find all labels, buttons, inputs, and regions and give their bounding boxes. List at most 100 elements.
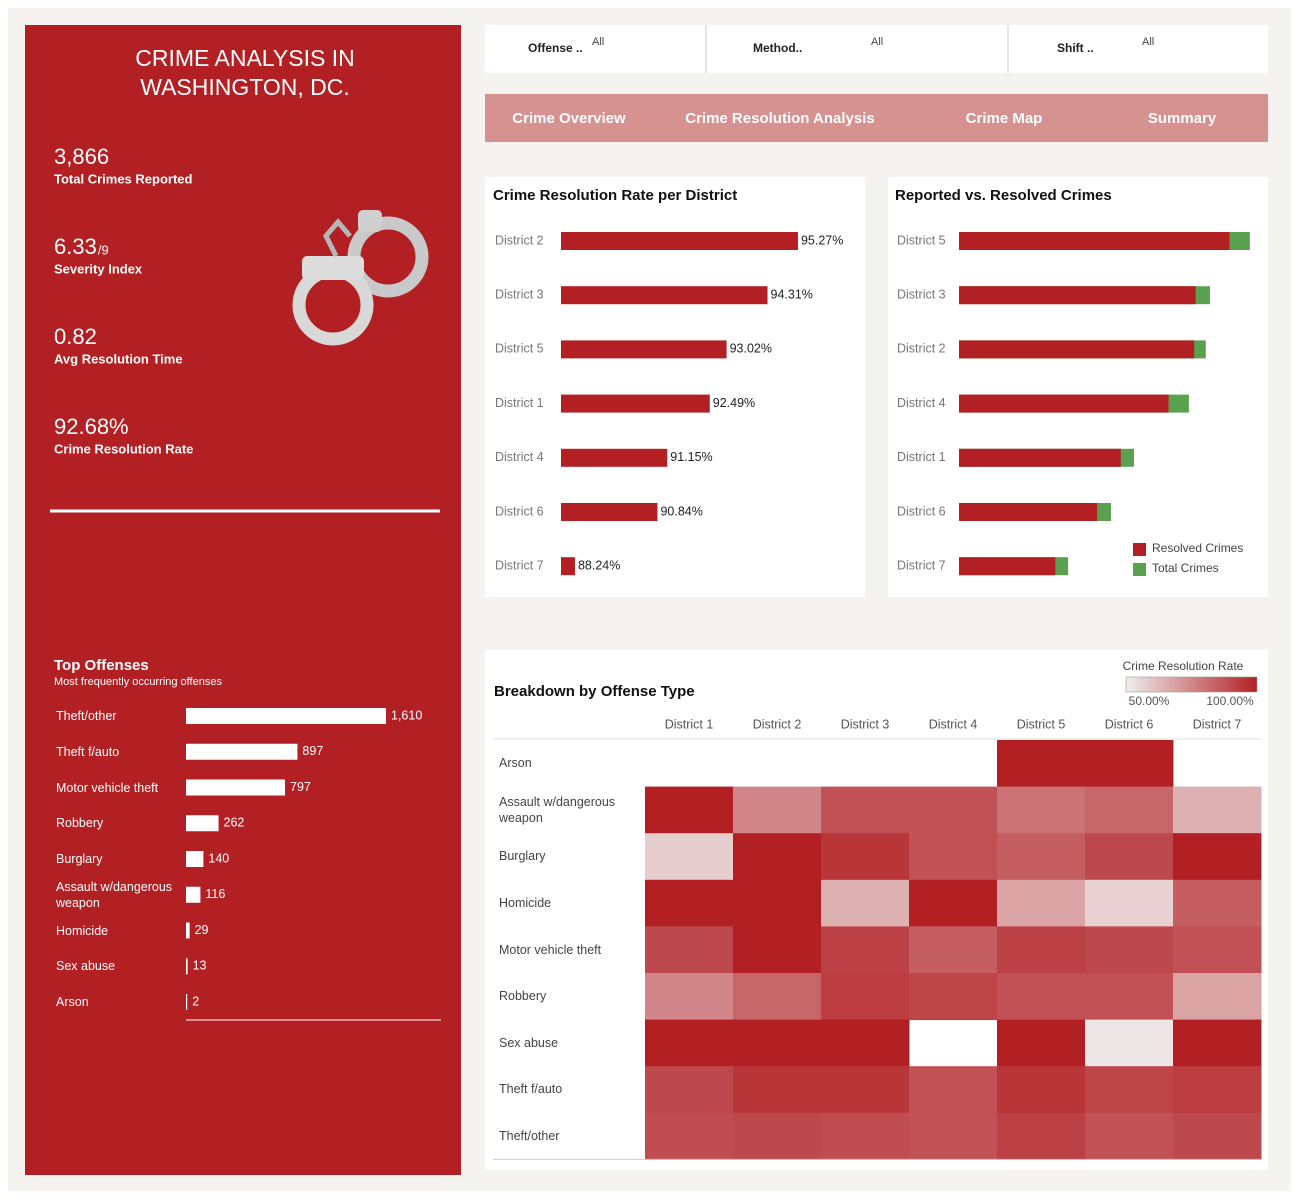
bar	[561, 503, 658, 521]
category-label-box: Theft f/auto	[56, 745, 119, 759]
category-label: Homicide	[56, 923, 109, 938]
row-label-box: Homicide	[499, 896, 551, 910]
row-label: Robbery	[499, 989, 547, 1004]
tab[interactable]: Summary	[1148, 110, 1217, 127]
heat-cell	[909, 879, 998, 927]
bar	[561, 232, 798, 250]
category-label: District 5	[897, 233, 946, 247]
row-label: Motor vehicle theft	[499, 942, 602, 957]
category-label: District 2	[897, 342, 946, 356]
filter-bar	[485, 25, 1268, 73]
heat-cell	[1173, 926, 1262, 974]
bar	[186, 815, 219, 832]
row-label-box: Robbery	[499, 989, 547, 1004]
tab-bar	[485, 94, 1268, 142]
heat-cell	[1085, 786, 1174, 834]
legend-swatch	[1133, 543, 1146, 556]
value-label: 91.15%	[670, 450, 712, 464]
tab[interactable]: Crime Overview	[512, 110, 626, 127]
kpi-label: Severity Index	[54, 261, 143, 276]
bar	[959, 232, 1230, 250]
heat-cell	[1085, 1112, 1174, 1160]
value-label: 94.31%	[771, 287, 813, 301]
heat-cell	[645, 1019, 734, 1067]
legend-swatch	[1133, 563, 1146, 576]
heat-cell	[821, 879, 910, 927]
legend-label: Total Crimes	[1152, 561, 1219, 575]
category-label: Assault w/dangerous weapon	[56, 879, 173, 910]
category-label: Theft/other	[56, 709, 117, 723]
heat-cell	[997, 786, 1086, 834]
legend-tick-label: 50.00%	[1129, 694, 1170, 708]
bar	[959, 448, 1121, 467]
category-label: District 3	[897, 287, 946, 301]
filter-value[interactable]: All	[871, 36, 883, 48]
legend-gradient	[1125, 676, 1258, 693]
heat-cell	[733, 1112, 822, 1160]
filter-label[interactable]: Offense ..	[528, 41, 583, 55]
row-label: Theft f/auto	[499, 1082, 563, 1097]
heat-cell	[821, 1066, 910, 1114]
category-label: District 2	[495, 233, 544, 247]
category-label-box: Robbery	[56, 816, 103, 830]
heat-cell	[645, 833, 734, 881]
category-label-box: Assault w/dangerous weapon	[56, 879, 173, 910]
bar	[959, 394, 1169, 413]
heat-cell	[997, 973, 1086, 1021]
category-label: Arson	[56, 995, 89, 1009]
value-label: 1,610	[391, 708, 422, 722]
heat-cell	[909, 833, 998, 881]
category-label: District 6	[495, 504, 544, 518]
column-label: District 4	[929, 717, 978, 731]
heat-cell	[909, 1066, 998, 1114]
chart-title: Reported vs. Resolved Crimes	[895, 187, 1112, 204]
chart-title: Top Offenses	[54, 657, 149, 674]
heat-cell	[733, 786, 822, 834]
row-label: Arson	[499, 756, 532, 771]
legend-tick-label: 100.00%	[1206, 694, 1254, 708]
filter-value[interactable]: All	[592, 36, 604, 48]
heat-cell	[645, 973, 734, 1021]
heat-cell	[733, 879, 822, 927]
row-label: Sex abuse	[499, 1035, 559, 1050]
heat-cell	[1085, 1019, 1174, 1067]
value-label: 797	[290, 780, 311, 794]
chart-title: Crime Resolution Rate per District	[493, 187, 737, 204]
filter-label[interactable]: Method..	[753, 41, 802, 55]
sidebar-title: WASHINGTON, DC.	[140, 74, 350, 100]
heat-cell	[1173, 1066, 1262, 1114]
heat-cell	[997, 926, 1086, 974]
heat-cell	[1085, 926, 1174, 974]
heat-cell	[1173, 1019, 1262, 1067]
row-label: Assault w/dangerous weapon	[499, 794, 616, 825]
heat-cell	[1173, 1112, 1262, 1160]
value-label: 93.02%	[730, 342, 772, 356]
row-label: Theft/other	[499, 1129, 560, 1144]
value-label: 116	[205, 887, 225, 901]
kpi-suffix: /9	[98, 242, 109, 257]
kpi-value: 6.33	[54, 234, 97, 259]
tab[interactable]: Crime Map	[966, 110, 1043, 127]
filter-label[interactable]: Shift ..	[1057, 41, 1094, 55]
tab[interactable]: Crime Resolution Analysis	[685, 110, 875, 127]
category-label: District 1	[897, 450, 946, 464]
category-label-box: Theft/other	[56, 709, 117, 723]
category-label-box: Motor vehicle theft	[56, 781, 158, 795]
value-label: 92.49%	[713, 396, 755, 410]
category-label: Burglary	[56, 852, 103, 866]
kpi-label: Avg Resolution Time	[54, 351, 183, 366]
filter-value[interactable]: All	[1142, 36, 1154, 48]
bar	[561, 286, 768, 305]
heat-cell	[1085, 973, 1174, 1021]
row-label-box: Theft f/auto	[499, 1082, 563, 1097]
heat-cell	[1085, 1066, 1174, 1114]
category-label: District 5	[495, 342, 544, 356]
bar	[561, 557, 575, 576]
bar	[186, 886, 201, 903]
column-label: District 1	[665, 717, 714, 731]
heat-cell	[909, 786, 998, 834]
column-label: District 6	[1105, 717, 1154, 731]
kpi-value: 0.82	[54, 324, 97, 349]
category-label-box: Homicide	[56, 923, 109, 938]
